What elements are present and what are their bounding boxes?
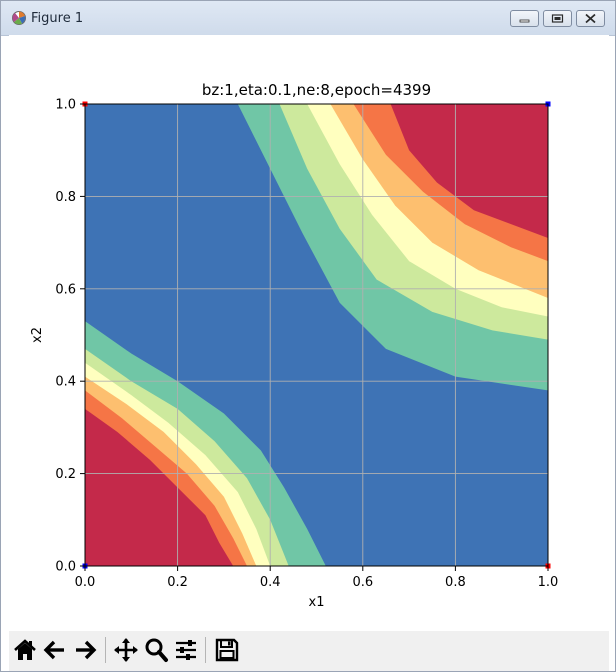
toolbar-separator bbox=[105, 637, 106, 663]
x-tick-label: 0.8 bbox=[445, 575, 466, 590]
toolbar-separator bbox=[205, 637, 206, 663]
zoom-magnifier-icon bbox=[145, 638, 168, 662]
pan-move-icon bbox=[114, 638, 138, 662]
y-tick-label: 0.8 bbox=[55, 190, 76, 205]
x-tick-label: 0.2 bbox=[167, 575, 188, 590]
x-axis-label: x1 bbox=[309, 595, 325, 610]
close-button[interactable] bbox=[576, 10, 605, 27]
zoom-button[interactable] bbox=[142, 635, 170, 665]
contour-band-lower-left-5 bbox=[85, 408, 234, 566]
forward-button[interactable] bbox=[71, 635, 99, 665]
x-tick-label: 0.6 bbox=[352, 575, 373, 590]
y-tick-label: 0.0 bbox=[55, 560, 76, 575]
forward-arrow-icon bbox=[76, 640, 97, 660]
title-bar[interactable]: Figure 1 bbox=[1, 1, 615, 36]
configure-subplots-icon bbox=[176, 640, 196, 660]
close-icon bbox=[585, 13, 596, 24]
y-tick-label: 0.6 bbox=[55, 282, 76, 297]
configure-subplots-button[interactable] bbox=[172, 635, 200, 665]
y-axis-label: x2 bbox=[30, 327, 45, 343]
home-button[interactable] bbox=[11, 635, 39, 665]
chart-title: bz:1,eta:0.1,ne:8,epoch=4399 bbox=[202, 81, 431, 99]
axes-frame bbox=[84, 103, 549, 567]
contour-plot[interactable]: 0.0 0.2 0.4 0.6 0.8 1.0 0.0 0.2 0.4 0.6 0.8 1.0 bz:… bbox=[9, 35, 609, 631]
contour-band-upper-right-5 bbox=[390, 104, 548, 238]
pan-button[interactable] bbox=[112, 635, 140, 665]
maximize-button[interactable] bbox=[543, 10, 572, 27]
figure-canvas[interactable]: 0.0 0.2 0.4 0.6 0.8 1.0 0.0 0.2 0.4 0.6 0.8 1.0 bz:… bbox=[9, 35, 609, 631]
x-tick-label: 0.4 bbox=[260, 575, 281, 590]
maximize-icon bbox=[551, 14, 564, 23]
y-tick-label: 0.2 bbox=[55, 467, 76, 482]
save-button[interactable] bbox=[213, 635, 241, 665]
y-tick-label: 1.0 bbox=[55, 98, 76, 113]
back-button[interactable] bbox=[41, 635, 69, 665]
navigation-toolbar bbox=[9, 631, 609, 671]
back-arrow-icon bbox=[43, 640, 64, 660]
x-tick-label: 0.0 bbox=[75, 575, 96, 590]
x-tick-label: 1.0 bbox=[538, 575, 559, 590]
window-title: Figure 1 bbox=[31, 11, 84, 26]
minimize-icon bbox=[519, 19, 530, 23]
figure-app-icon bbox=[12, 11, 26, 25]
minimize-button[interactable] bbox=[510, 10, 539, 27]
y-tick-label: 0.4 bbox=[55, 375, 76, 390]
save-floppy-icon bbox=[215, 638, 239, 662]
home-icon bbox=[14, 639, 36, 660]
